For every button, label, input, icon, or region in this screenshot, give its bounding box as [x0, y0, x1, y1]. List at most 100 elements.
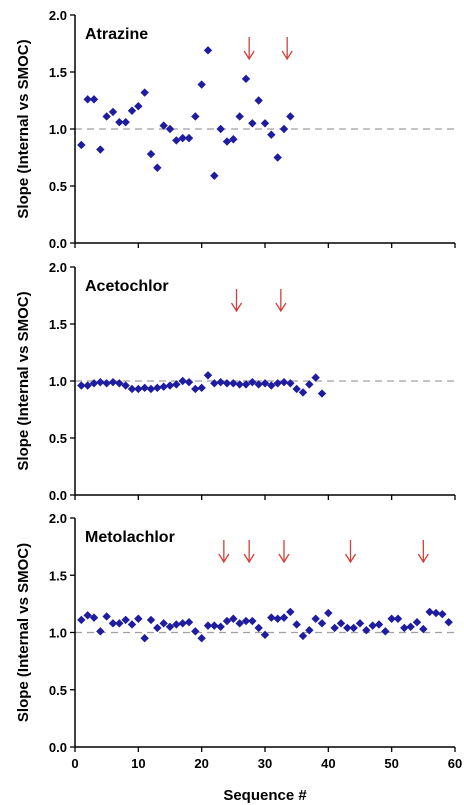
- panel-2-arrow-head: [275, 302, 287, 313]
- panel-2-data-point: [127, 384, 137, 394]
- panel-2-data-point: [77, 381, 86, 390]
- panel-3-data-point: [241, 616, 251, 626]
- panel-3-data-point: [159, 619, 168, 628]
- panel-3-data-point: [127, 620, 137, 629]
- panel-1-data-point: [83, 95, 92, 104]
- panel-2-data-point: [89, 379, 99, 388]
- panel-3-data-point: [121, 615, 130, 625]
- panel-2-y-tick-label: 0.5: [49, 431, 67, 446]
- panel-3-data-point: [235, 619, 244, 628]
- panel-1-data-point: [134, 102, 143, 111]
- panel-2-data-point: [248, 377, 257, 387]
- panel-3-data-point: [229, 614, 238, 623]
- panel-3-data-point: [178, 619, 187, 628]
- panel-3-data-point: [260, 630, 270, 639]
- panel-3-data-point: [115, 619, 124, 628]
- panel-3-y-tick-label: 1.0: [49, 626, 67, 641]
- panel-2-data-point: [298, 388, 308, 397]
- panel-2-data-point: [267, 381, 276, 390]
- panel-3-data-point: [184, 617, 194, 627]
- panel-3-x-tick-label: 60: [448, 756, 462, 771]
- panel-1-data-point: [121, 117, 130, 127]
- panel-2-y-tick-label: 2.0: [49, 260, 67, 275]
- panel-3-arrow-head: [417, 553, 429, 564]
- panel-1-y-tick-label: 2.0: [49, 8, 67, 23]
- panel-1-data-point: [96, 145, 105, 154]
- panel-1-data-point: [89, 95, 99, 104]
- panel-3-data-point: [286, 607, 295, 617]
- panel-3-x-tick-label: 40: [321, 756, 335, 771]
- panel-1-data-point: [235, 112, 244, 121]
- panel-3-data-point: [134, 614, 143, 623]
- panel-2-data-point: [153, 383, 162, 393]
- panel-3-data-point: [336, 619, 346, 628]
- panel-3-data-point: [77, 615, 86, 625]
- panel-3-data-point: [362, 626, 371, 635]
- panel-1-data-point: [210, 171, 219, 180]
- panel-2-data-point: [134, 384, 143, 394]
- panel-1-data-point: [77, 140, 86, 150]
- panel-2-data-point: [279, 377, 289, 387]
- panel-2-y-tick-label: 1.5: [49, 317, 67, 332]
- panel-3-data-point: [96, 627, 105, 636]
- panel-3-data-point: [393, 614, 403, 623]
- panel-3-data-point: [381, 627, 390, 636]
- panel-2-data-point: [178, 376, 187, 386]
- panel-3-data-point: [324, 608, 333, 618]
- panel-3-arrow-head: [344, 553, 357, 564]
- panel-3-data-point: [216, 622, 225, 631]
- panel-1-data-point: [248, 119, 257, 128]
- panel-1-data-point: [153, 163, 162, 172]
- panel-3-data-point: [425, 607, 434, 617]
- panel-2-data-point: [222, 379, 232, 388]
- panel-3-data-point: [146, 615, 156, 625]
- panel-2-data-point: [311, 373, 320, 382]
- panel-3-data-point: [210, 621, 219, 630]
- panel-2-data-point: [254, 380, 263, 389]
- panel-3-data-point: [431, 608, 441, 618]
- panel-3-data-point: [311, 614, 320, 623]
- x-axis-label: Sequence #: [223, 787, 307, 804]
- panel-3-data-point: [108, 619, 118, 628]
- panel-1-y-tick-label: 0.5: [49, 179, 67, 194]
- panel-2-data-point: [197, 383, 206, 393]
- panel-3-y-axis-label: Slope (Internal vs SMOC): [15, 543, 32, 722]
- panel-1-title: Atrazine: [85, 26, 148, 43]
- panel-3-x-tick-label: 0: [71, 756, 78, 771]
- panel-1-data-point: [273, 153, 282, 162]
- panel-1-y-tick-label: 0.0: [49, 236, 67, 251]
- panel-1-data-point: [286, 112, 295, 121]
- panel-2-y-tick-label: 1.0: [49, 374, 67, 389]
- panel-1-data-point: [191, 112, 200, 121]
- panel-2-data-point: [210, 379, 219, 388]
- panel-3-data-point: [273, 614, 282, 623]
- panel-3-data-point: [172, 620, 181, 629]
- panel-1-data-point: [222, 137, 232, 146]
- panel-3-data-point: [153, 623, 162, 633]
- panel-1-data-point: [229, 135, 238, 144]
- panel-2-data-point: [203, 371, 213, 380]
- panel-3-data-point: [317, 619, 327, 628]
- panel-2-y-axis-label: Slope (Internal vs SMOC): [15, 291, 32, 470]
- panel-3-x-tick-label: 50: [384, 756, 398, 771]
- panel-1-data-point: [260, 119, 270, 128]
- panel-1-data-point: [127, 106, 137, 115]
- panel-1-data-point: [203, 46, 213, 55]
- panel-2-data-point: [83, 381, 92, 390]
- panel-2-data-point: [235, 380, 244, 389]
- panel-3-x-tick-label: 30: [258, 756, 272, 771]
- panel-1-data-point: [172, 136, 181, 145]
- panel-3-arrow-head: [218, 553, 230, 564]
- panel-1-y-tick-label: 1.5: [49, 65, 67, 80]
- panel-3-arrow-head: [243, 553, 255, 564]
- panel-3-y-tick-label: 2.0: [49, 511, 67, 526]
- panel-3-data-point: [102, 612, 111, 621]
- panel-1-data-point: [140, 88, 149, 97]
- panel-3-data-point: [368, 621, 377, 630]
- panel-3-data-point: [191, 627, 200, 636]
- panel-3-data-point: [254, 623, 263, 633]
- panel-3-data-point: [83, 611, 92, 620]
- panel-1-data-point: [108, 107, 118, 117]
- panel-3-data-point: [89, 613, 99, 622]
